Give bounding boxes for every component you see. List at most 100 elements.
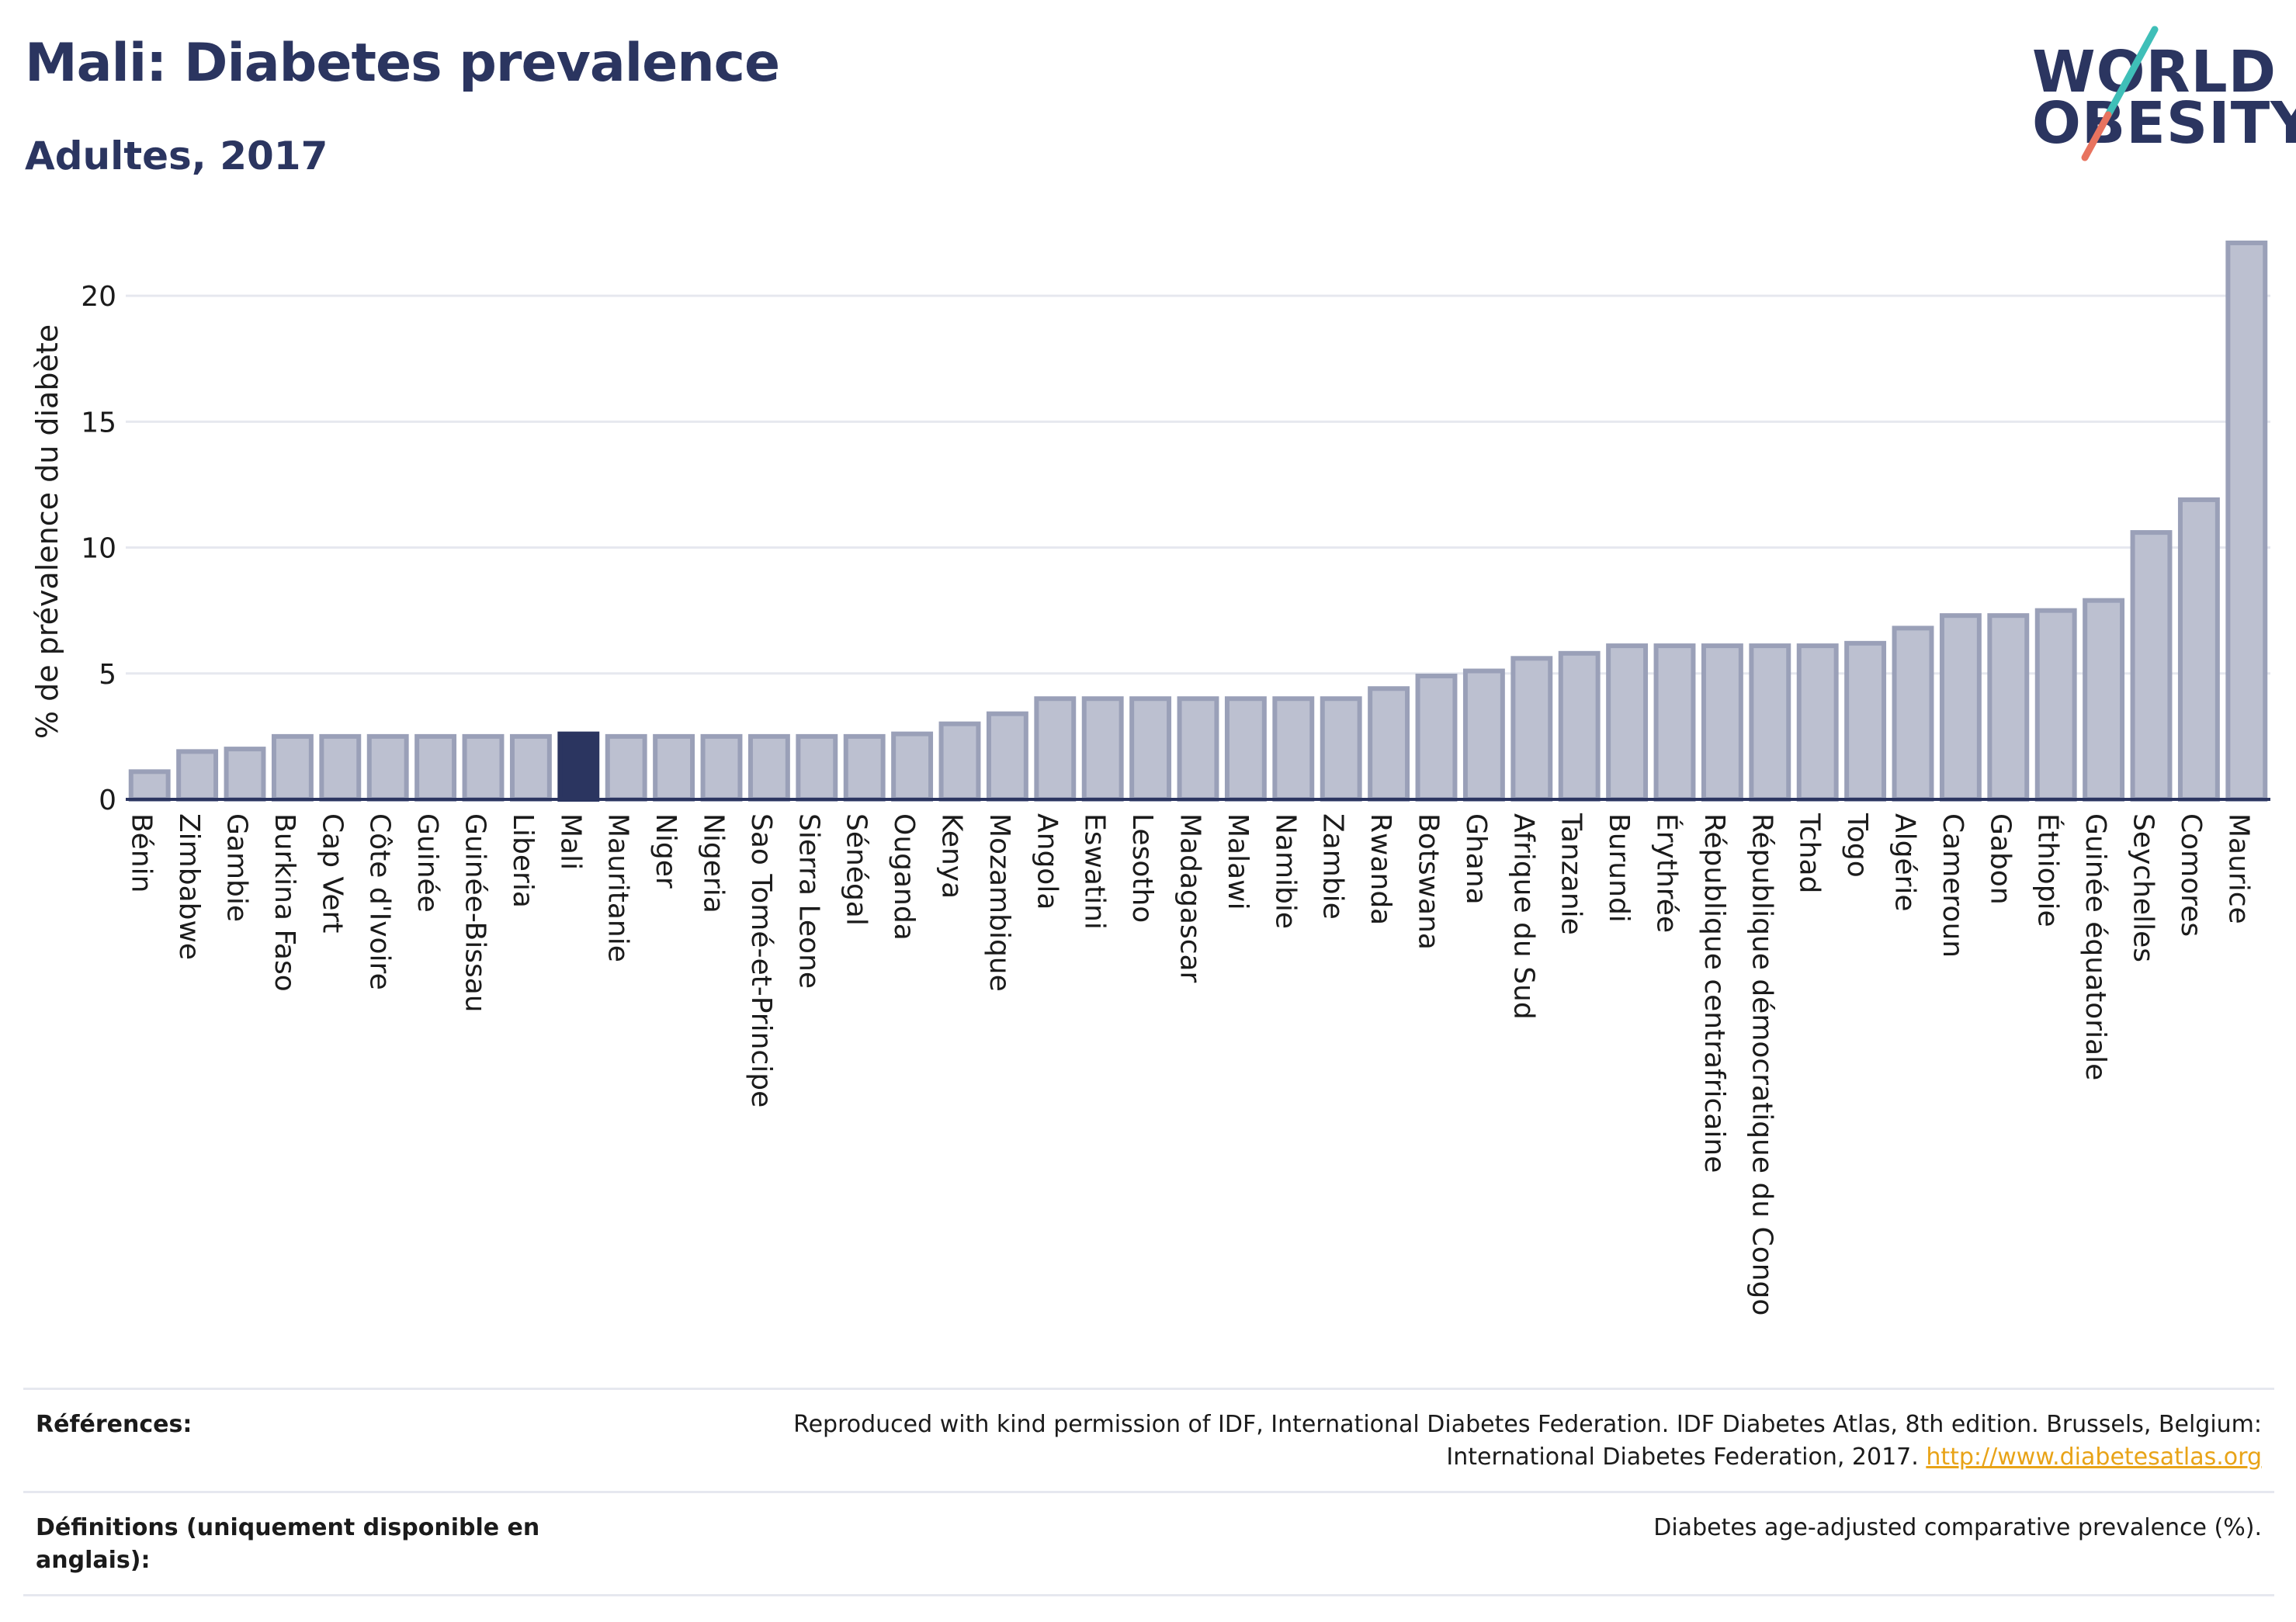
y-tick-label: 15	[81, 407, 116, 438]
x-tick-label: Kenya	[936, 813, 968, 899]
bar	[653, 733, 695, 802]
definitions-row: Définitions (uniquement disponible en an…	[23, 1491, 2274, 1596]
x-tick-label: Madagascar	[1174, 813, 1206, 983]
bar-chart: 0 5 10 15 20 Bénin Zimbabwe Gambie Burkina Faso C…	[30, 240, 2270, 1315]
bar	[1796, 643, 1839, 802]
x-tick-label: Zimbabwe	[173, 813, 205, 960]
x-tick-label: Malawi	[1222, 813, 1254, 910]
references-text: Reproduced with kind permission of IDF, …	[709, 1409, 2262, 1474]
bar	[2225, 240, 2268, 802]
x-tick-label: Gabon	[1984, 813, 2016, 905]
bar	[224, 747, 266, 802]
x-tick-label: Algérie	[1889, 813, 1921, 912]
definitions-label: Définitions (uniquement disponible en an…	[36, 1514, 540, 1574]
x-tick-label: Éthiopie	[2032, 813, 2065, 927]
x-tick-label: Sierra Leone	[793, 813, 824, 989]
x-tick-label: Gambie	[221, 813, 253, 922]
bar	[796, 733, 838, 802]
bar-highlight	[557, 731, 600, 802]
x-tick-label: Érythrée	[1651, 813, 1684, 933]
bar	[747, 733, 790, 802]
bar	[1939, 613, 1982, 802]
x-tick-label: Mozambique	[983, 813, 1015, 992]
logo-word-world: WORLD	[2032, 39, 2277, 106]
x-tick-label: Guinée équatoriale	[2079, 813, 2111, 1080]
bar	[128, 769, 171, 802]
x-tick-label: Tanzanie	[1556, 813, 1587, 935]
bar	[605, 733, 647, 802]
y-tick-label: 20	[81, 281, 116, 313]
bar	[1510, 656, 1553, 802]
bar	[1558, 650, 1601, 802]
bar	[1034, 696, 1077, 802]
x-tick-label: Zambie	[1317, 813, 1349, 920]
bar	[2034, 608, 2077, 802]
bar	[986, 711, 1028, 802]
x-tick-label: Lesotho	[1126, 813, 1158, 923]
x-tick-label: Comores	[2175, 813, 2207, 937]
bar	[1844, 640, 1887, 802]
bar	[414, 733, 457, 802]
x-tick-label: Nigeria	[698, 813, 730, 913]
x-tick-label: Mali	[554, 813, 586, 870]
bar	[1701, 643, 1743, 802]
bar	[1749, 643, 1791, 802]
references-table: Références: Reproduced with kind permiss…	[23, 1388, 2274, 1596]
references-link[interactable]: http://www.diabetesatlas.org	[1926, 1444, 2262, 1471]
x-tick-label: Namibie	[1269, 813, 1301, 929]
x-tick-label: Seychelles	[2128, 813, 2159, 962]
bar	[509, 733, 552, 802]
x-tick-label: Liberia	[507, 813, 539, 908]
x-tick-label: Sao Tomé-et-Principe	[745, 813, 777, 1107]
references-row: Références: Reproduced with kind permiss…	[23, 1388, 2274, 1491]
axis-labels: 0 5 10 15 20 Bénin Zimbabwe Gambie Burkina Faso C…	[30, 281, 2254, 1315]
bar	[2130, 530, 2173, 802]
x-tick-label: Cap Vert	[316, 813, 348, 933]
bar	[319, 733, 362, 802]
bar	[1892, 626, 1934, 802]
x-tick-label: Tchad	[1794, 813, 1826, 893]
definitions-text: Diabetes age-adjusted comparative preval…	[1653, 1514, 2262, 1541]
bar	[891, 731, 934, 802]
bar	[1606, 643, 1649, 802]
x-tick-label: Mauritanie	[602, 813, 634, 962]
chart-subtitle: Adultes, 2017	[25, 133, 328, 178]
x-tick-label: Angola	[1031, 813, 1063, 910]
bar	[2177, 497, 2220, 802]
references-citation: Reproduced with kind permission of IDF, …	[793, 1411, 2262, 1471]
x-tick-label: Burundi	[1603, 813, 1635, 923]
x-tick-label: République démocratique du Congo	[1746, 813, 1777, 1315]
bar	[1368, 686, 1410, 802]
bar	[938, 721, 981, 802]
bar	[1129, 696, 1172, 802]
x-tick-label: Rwanda	[1365, 813, 1396, 925]
bar	[700, 733, 743, 802]
world-obesity-logo[interactable]: WORLD OBESITY	[2018, 22, 2296, 169]
logo-slash-icon	[2081, 26, 2159, 161]
x-tick-label: Bénin	[126, 813, 158, 892]
x-tick-label: Cameroun	[1937, 813, 1968, 958]
x-tick-label: Ouganda	[888, 813, 920, 941]
bar	[1224, 696, 1267, 802]
x-tick-label: Afrique du Sud	[1507, 813, 1539, 1020]
bar	[1653, 643, 1696, 802]
y-tick-label: 5	[99, 659, 116, 691]
x-tick-label: Botswana	[1413, 813, 1445, 950]
bar	[1177, 696, 1219, 802]
y-tick-label: 0	[99, 785, 116, 816]
bar	[271, 733, 314, 802]
x-tick-label: Côte d'Ivoire	[364, 813, 396, 990]
bar	[1081, 696, 1124, 802]
bar	[1987, 613, 2030, 802]
bar	[176, 749, 219, 802]
bar	[2083, 598, 2125, 802]
x-tick-label: Niger	[650, 813, 682, 889]
bar	[1272, 696, 1315, 802]
y-axis-label: % de prévalence du diabète	[30, 324, 64, 739]
x-tick-label: Guinée-Bissau	[460, 813, 491, 1013]
x-tick-label: Eswatini	[1079, 813, 1111, 930]
bars	[128, 240, 2268, 802]
x-tick-label: Ghana	[1460, 813, 1492, 905]
bar	[462, 733, 505, 802]
y-tick-label: 10	[81, 533, 116, 565]
